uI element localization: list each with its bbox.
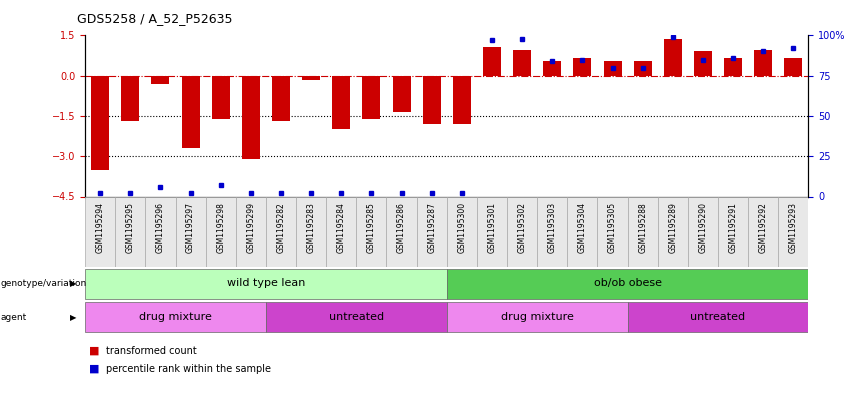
Text: GSM1195303: GSM1195303 (548, 202, 557, 253)
Bar (386, 196, 417, 267)
Text: GSM1195287: GSM1195287 (427, 202, 437, 253)
Text: GSM1195295: GSM1195295 (126, 202, 134, 253)
Text: ■: ■ (89, 346, 100, 356)
Bar (754, 50, 772, 75)
Text: ■: ■ (89, 364, 100, 373)
Bar (91, 75, 109, 170)
Bar (597, 196, 627, 267)
Text: drug mixture: drug mixture (139, 312, 212, 322)
Text: GSM1195294: GSM1195294 (95, 202, 105, 253)
Text: genotype/variation: genotype/variation (1, 279, 87, 288)
Bar (603, 61, 621, 75)
Bar (302, 75, 320, 80)
Bar (785, 58, 802, 75)
Text: wild type lean: wild type lean (226, 278, 306, 288)
Bar (417, 196, 447, 267)
Bar (664, 39, 682, 75)
Bar (658, 196, 688, 267)
Text: GSM1195288: GSM1195288 (638, 202, 647, 253)
Bar (326, 196, 357, 267)
Bar (453, 75, 471, 124)
Bar (779, 196, 808, 267)
Text: GSM1195282: GSM1195282 (277, 202, 285, 253)
Text: GSM1195283: GSM1195283 (306, 202, 316, 253)
Bar (447, 302, 627, 332)
Text: untreated: untreated (690, 312, 745, 322)
Bar (115, 196, 146, 267)
Bar (688, 196, 718, 267)
Text: GDS5258 / A_52_P52635: GDS5258 / A_52_P52635 (77, 12, 232, 25)
Text: percentile rank within the sample: percentile rank within the sample (106, 364, 271, 373)
Text: drug mixture: drug mixture (500, 312, 574, 322)
Bar (543, 61, 562, 75)
Bar (236, 196, 266, 267)
Text: GSM1195289: GSM1195289 (668, 202, 677, 253)
Text: GSM1195293: GSM1195293 (789, 202, 798, 253)
Text: GSM1195299: GSM1195299 (247, 202, 255, 253)
Bar (212, 75, 230, 119)
Bar (121, 75, 140, 121)
Bar (357, 196, 386, 267)
Bar (724, 58, 742, 75)
Bar (85, 302, 266, 332)
Text: ▶: ▶ (70, 313, 77, 322)
Bar (146, 196, 175, 267)
Text: GSM1195298: GSM1195298 (216, 202, 226, 253)
Bar (181, 75, 200, 148)
Bar (85, 269, 447, 299)
Text: GSM1195284: GSM1195284 (337, 202, 346, 253)
Text: ▶: ▶ (70, 279, 77, 288)
Bar (332, 75, 351, 129)
Bar (537, 196, 568, 267)
Text: GSM1195300: GSM1195300 (457, 202, 466, 253)
Bar (718, 196, 748, 267)
Bar (513, 50, 531, 75)
Bar (151, 75, 169, 84)
Text: GSM1195292: GSM1195292 (759, 202, 768, 253)
Text: transformed count: transformed count (106, 346, 197, 356)
Bar (242, 75, 260, 159)
Bar (392, 75, 410, 112)
Bar (272, 75, 290, 121)
Bar (85, 196, 115, 267)
Text: GSM1195304: GSM1195304 (578, 202, 587, 253)
Text: agent: agent (1, 313, 27, 322)
Text: GSM1195297: GSM1195297 (186, 202, 195, 253)
Text: GSM1195290: GSM1195290 (699, 202, 707, 253)
Bar (266, 302, 447, 332)
Bar (363, 75, 380, 119)
Text: untreated: untreated (328, 312, 384, 322)
Bar (748, 196, 779, 267)
Bar (447, 269, 808, 299)
Bar (574, 58, 591, 75)
Bar (627, 196, 658, 267)
Bar (627, 302, 808, 332)
Text: GSM1195302: GSM1195302 (517, 202, 527, 253)
Text: GSM1195301: GSM1195301 (488, 202, 496, 253)
Text: GSM1195291: GSM1195291 (728, 202, 738, 253)
Bar (175, 196, 206, 267)
Bar (568, 196, 597, 267)
Bar (507, 196, 537, 267)
Bar (634, 61, 652, 75)
Text: ob/ob obese: ob/ob obese (594, 278, 661, 288)
Bar (447, 196, 477, 267)
Bar (206, 196, 236, 267)
Bar (296, 196, 326, 267)
Text: GSM1195285: GSM1195285 (367, 202, 376, 253)
Text: GSM1195305: GSM1195305 (608, 202, 617, 253)
Bar (477, 196, 507, 267)
Text: GSM1195296: GSM1195296 (156, 202, 165, 253)
Text: GSM1195286: GSM1195286 (397, 202, 406, 253)
Bar (266, 196, 296, 267)
Bar (483, 48, 501, 75)
Bar (694, 51, 712, 75)
Bar (423, 75, 441, 124)
